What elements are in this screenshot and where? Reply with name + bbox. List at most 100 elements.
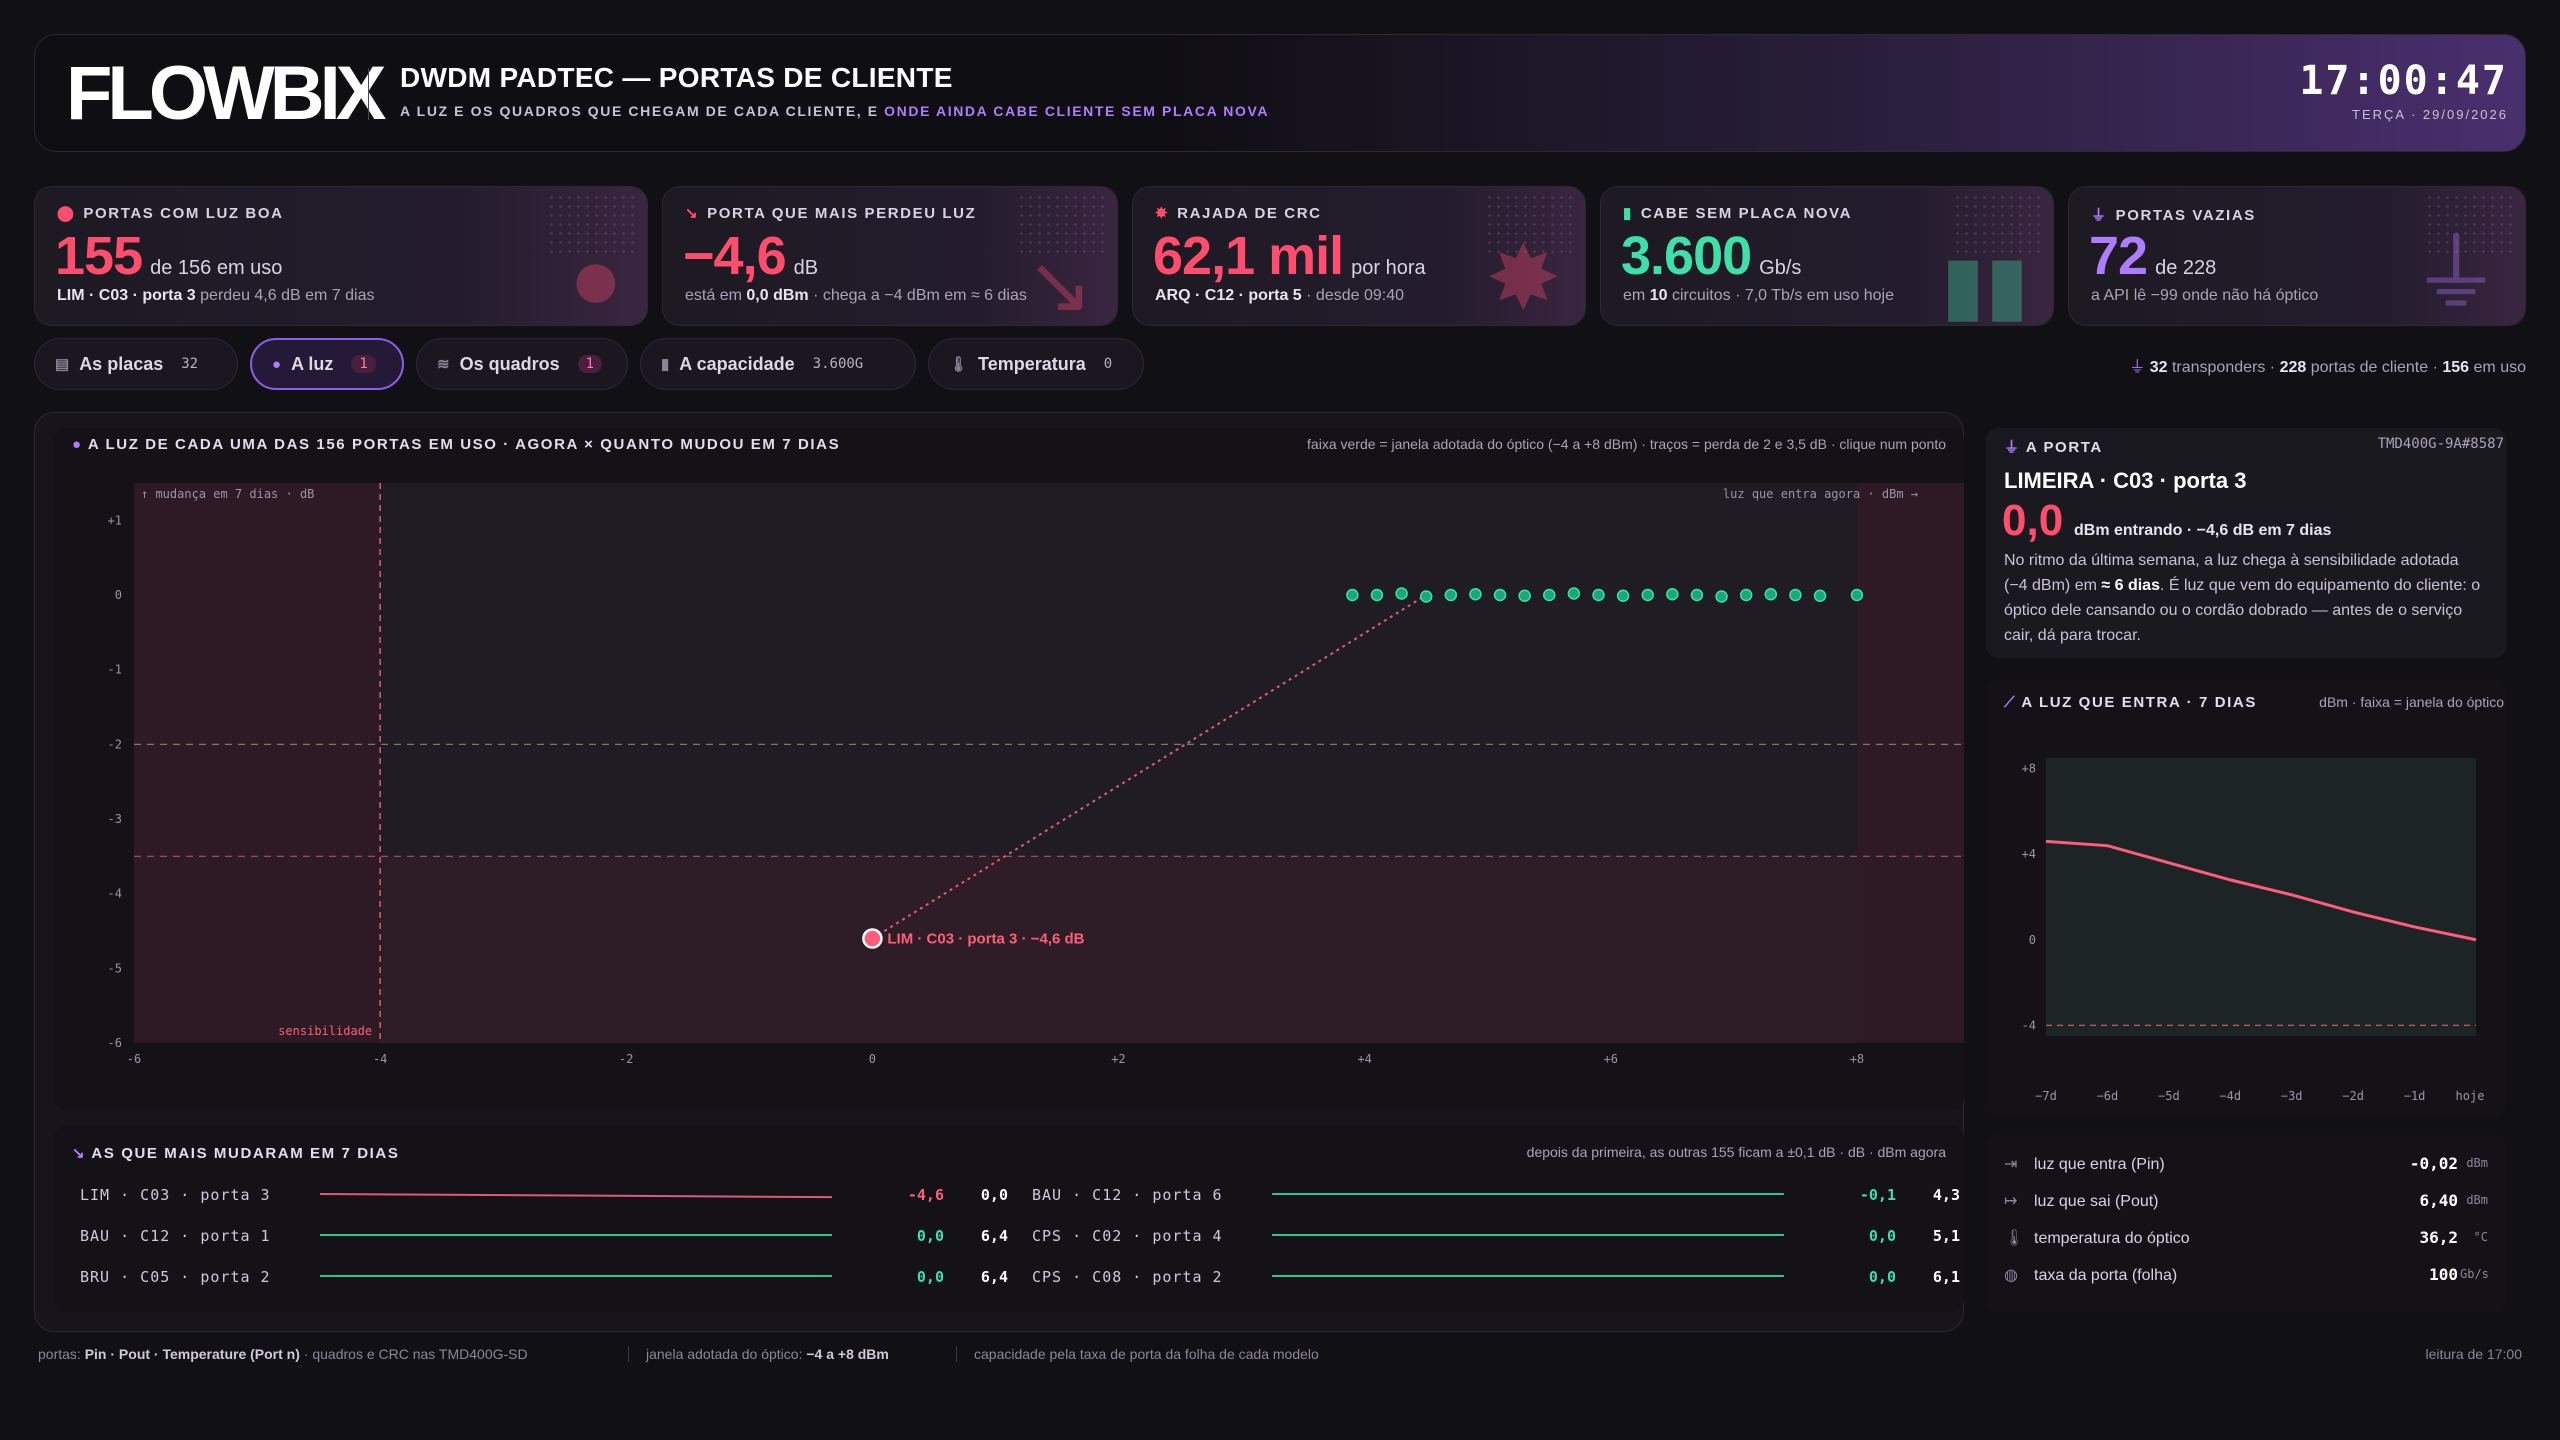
footer-reading-time: leitura de 17:00 (2425, 1346, 2522, 1362)
change-row-name[interactable]: BAU · C12 · porta 1 (80, 1227, 271, 1245)
bar-chart-icon: ▮ (1623, 205, 1633, 222)
trend-down-icon: ↘ (685, 205, 700, 222)
scatter-chart[interactable]: +1 0 -1 -2 -3 -4 -5 -6 -6 -4 -2 0 +2 +4 +6 +8 sensibil… (54, 468, 1964, 1098)
change-delta: 0,0 (916, 1268, 944, 1286)
change-now: 6,1 (1932, 1268, 1960, 1286)
kpi-card-empty-ports[interactable]: ⏚ PORTAS VAZIAS 72 de 228 a API lê −99 ond… (2068, 186, 2526, 326)
change-row-name[interactable]: LIM · C03 · porta 3 (80, 1186, 271, 1204)
burst-icon: ✸ (1155, 205, 1170, 222)
kpi-card-crc-burst[interactable]: ✸ RAJADA DE CRC 62,1 mil por hora ARQ · C1… (1132, 186, 1586, 326)
metrics-panel (1986, 1134, 2506, 1312)
port-point (1592, 588, 1605, 602)
kpi-value: 62,1 mil por hora (1153, 226, 1426, 286)
port-point (1764, 588, 1778, 601)
port-name: LIMEIRA · C03 · porta 3 (2004, 468, 2247, 493)
change-sparkline (320, 1234, 832, 1236)
footer-ports: portas: Pin · Pout · Temperature (Port n… (38, 1346, 528, 1362)
plug-icon: ⏚ (2129, 359, 2146, 376)
kpi-sub: ARQ · C12 · porta 5 · desde 09:40 (1155, 287, 1404, 304)
metric-value: -0,02 (2409, 1154, 2458, 1173)
kpi-card-worst-port[interactable]: ↘ PORTA QUE MAIS PERDEU LUZ −4,6 dB está e… (662, 186, 1118, 326)
change-row-name[interactable]: BRU · C05 · porta 2 (80, 1268, 271, 1286)
mini-note: dBm · faixa = janela do óptico (2319, 694, 2504, 710)
tab-quadros[interactable]: ≋ Os quadros 1 (416, 338, 628, 390)
port-point (1444, 588, 1458, 602)
metric-icon: 🌡 (2004, 1230, 2025, 1247)
y-tick-label: -6 (108, 1036, 122, 1050)
bulb-icon: ● (72, 436, 88, 453)
port-point (1690, 588, 1704, 602)
change-sparkline (1272, 1234, 1784, 1236)
header-bar (34, 34, 2526, 152)
pin-icon: ⬤ (57, 205, 76, 222)
change-delta: -0,1 (1859, 1186, 1896, 1204)
layers-icon: ≋ (437, 356, 450, 373)
metric-row: ⇥ luz que entra (Pin) -0,02 dBm (2004, 1154, 2488, 1184)
port-point (1715, 590, 1728, 603)
y-tick-label: 0 (115, 588, 122, 602)
kpi-value: 72 de 228 (2089, 226, 2217, 286)
metric-icon: ⇥ (2004, 1156, 2018, 1173)
window-band (2046, 758, 2476, 1036)
trend-down-icon: ↘ (72, 1145, 92, 1162)
tab-temperatura[interactable]: 🌡 Temperatura 0 (928, 338, 1144, 390)
mini-x-tick: −4d (2219, 1089, 2241, 1103)
metric-unit: dBm (2466, 1193, 2488, 1207)
x-tick-label: 0 (869, 1052, 876, 1066)
scatter-title: ● A LUZ DE CADA UMA DAS 156 PORTAS EM US… (72, 436, 841, 453)
kpi-sub: está em 0,0 dBm · chega a −4 dBm em ≈ 6 … (685, 287, 1027, 304)
plug-icon: ⏚ (2004, 439, 2026, 456)
kpi-value: 3.600 Gb/s (1621, 226, 1802, 286)
plug-icon: ⏚ (2411, 225, 2501, 325)
trend-down-icon: ↘ (1025, 240, 1093, 326)
metric-label: luz que entra (Pin) (2034, 1156, 2165, 1173)
plug-icon: ⏚ (2091, 207, 2108, 224)
below-sensitivity-zone (134, 483, 381, 1043)
change-row-name[interactable]: CPS · C08 · porta 2 (1032, 1268, 1223, 1286)
mini-x-tick: −1d (2404, 1089, 2426, 1103)
port-point (1419, 590, 1433, 603)
x-tick-label: +2 (1111, 1052, 1125, 1066)
change-now: 6,4 (980, 1227, 1008, 1245)
tab-capacidade[interactable]: ▮ A capacidade 3.600G (640, 338, 916, 390)
port-point (1739, 588, 1753, 602)
metric-row: ◍ taxa da porta (folha) 100 Gb/s (2004, 1265, 2489, 1295)
tab-luz[interactable]: ● A luz 1 (250, 338, 404, 390)
y-tick-label: -5 (108, 961, 122, 975)
kpi-card-good-light[interactable]: ⬤ PORTAS COM LUZ BOA 155 de 156 em uso LIM… (34, 186, 648, 326)
change-row-name[interactable]: BAU · C12 · porta 6 (1032, 1186, 1223, 1204)
changes-panel (54, 1126, 1964, 1312)
port-point (1567, 587, 1581, 600)
footer-capacity: capacidade pela taxa de porta da folha d… (974, 1346, 1319, 1362)
metric-unit: Gb/s (2460, 1267, 2489, 1281)
inventory-stats: ⏚ 32 transponders · 228 portas de client… (2129, 359, 2526, 376)
port-point (1789, 588, 1802, 602)
metric-value: 36,2 (2419, 1228, 2458, 1247)
server-icon: ▤ (55, 356, 70, 373)
kpi-sub: LIM · C03 · porta 3 perdeu 4,6 dB em 7 d… (57, 287, 375, 304)
port-point (1850, 588, 1864, 602)
port-value: 0,0 (2002, 496, 2064, 545)
kpi-card-capacity[interactable]: ▮ CABE SEM PLACA NOVA 3.600 Gb/s em 10 cir… (1600, 186, 2054, 326)
port-point (1641, 588, 1654, 602)
above-window-zone (1856, 483, 1964, 1043)
port-point (1666, 588, 1679, 601)
port-point (1813, 589, 1827, 602)
kpi-value: −4,6 dB (683, 226, 819, 286)
kpi-sub: a API lê −99 onde não há óptico (2091, 287, 2319, 304)
line-chart-icon: ⟋ (2004, 694, 2022, 711)
highlighted-port-label: LIM · C03 · porta 3 · −4,6 dB (887, 930, 1084, 947)
change-row-name[interactable]: CPS · C02 · porta 4 (1032, 1227, 1223, 1245)
changes-title: ↘ AS QUE MAIS MUDARAM EM 7 DIAS (72, 1145, 400, 1162)
mini-line-chart[interactable]: +8 +4 0 -4 −7d −6d −5d −4d −3d −2d −1d hoje (1996, 740, 2496, 1110)
port-value-note: dBm entrando · −4,6 dB em 7 dias (2074, 522, 2332, 539)
page-title: DWDM PADTEC — PORTAS DE CLIENTE (400, 62, 953, 93)
tab-placas[interactable]: ▤ As placas 32 (34, 338, 238, 390)
brand-logo: FLOWBIX (66, 51, 386, 136)
bulb-icon: ● (568, 229, 623, 326)
change-sparkline (320, 1275, 832, 1277)
x-tick-label: +6 (1604, 1052, 1618, 1066)
changes-note: depois da primeira, as outras 155 ficam … (1526, 1144, 1946, 1160)
sensitivity-label: sensibilidade (278, 1024, 372, 1038)
port-point (1493, 588, 1507, 602)
